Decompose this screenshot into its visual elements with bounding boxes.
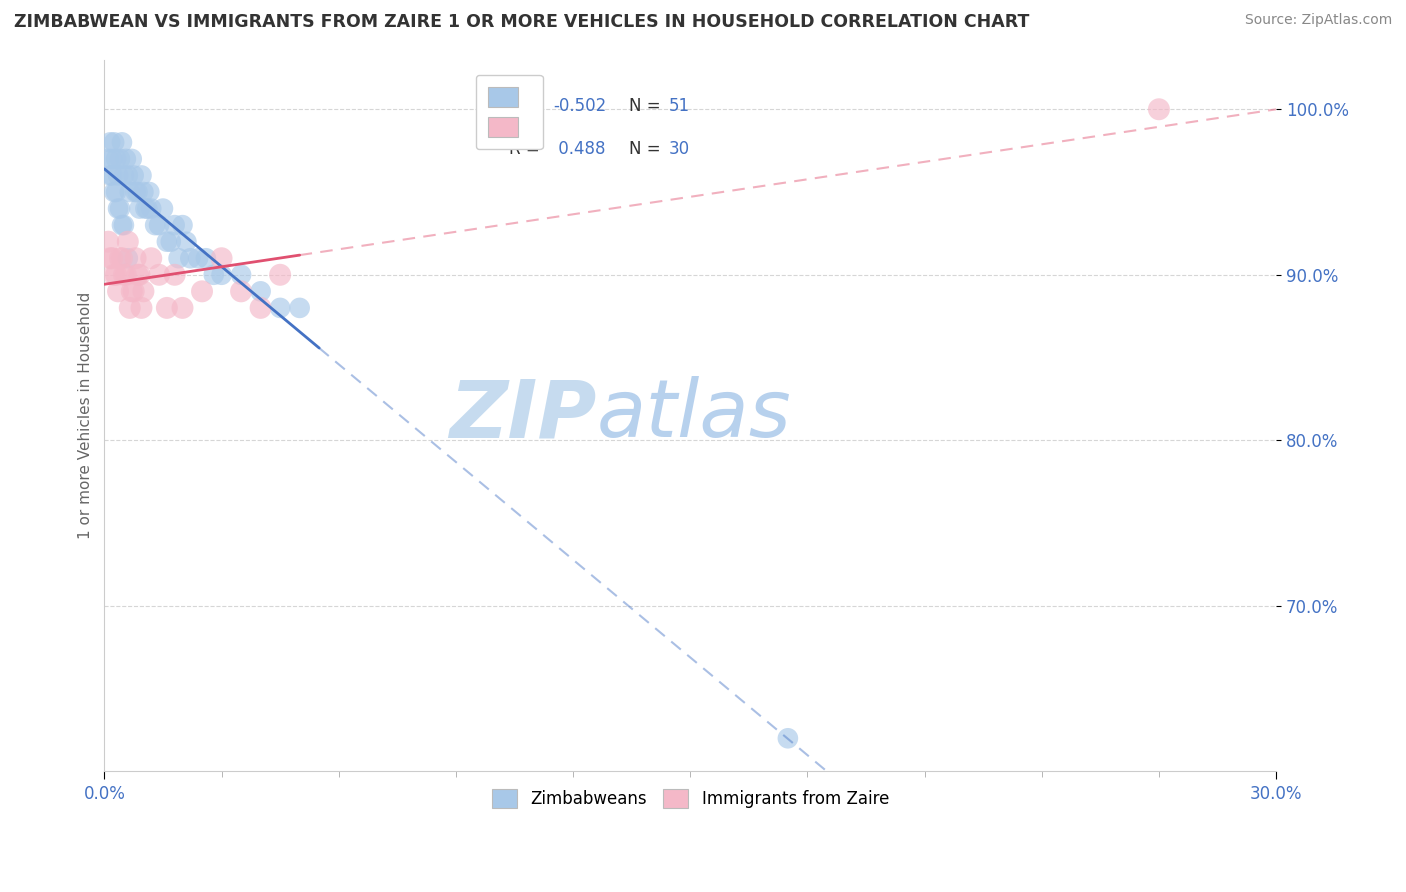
Legend: Zimbabweans, Immigrants from Zaire: Zimbabweans, Immigrants from Zaire (484, 781, 897, 816)
Point (163, 218, 186, 232)
Point (108, 152, 131, 166)
Point (163, 268, 186, 282)
Text: 0.488: 0.488 (553, 139, 606, 158)
Point (159, 235, 181, 249)
Point (141, 252, 163, 266)
Point (288, 301, 311, 315)
Point (105, 268, 128, 282)
Text: 51: 51 (669, 97, 690, 115)
Point (156, 235, 179, 249)
Text: R =: R = (509, 139, 544, 158)
Point (105, 152, 128, 166)
Point (97, 235, 120, 249)
Point (269, 268, 291, 282)
Point (167, 252, 190, 266)
Point (229, 285, 252, 299)
Point (143, 218, 166, 232)
Point (117, 235, 139, 249)
Point (105, 185, 128, 199)
Point (108, 252, 131, 266)
Point (249, 301, 271, 315)
Point (1147, 102, 1170, 116)
Point (111, 218, 134, 232)
Point (112, 268, 135, 282)
Text: -0.502: -0.502 (553, 97, 606, 115)
Point (202, 268, 225, 282)
Point (101, 152, 124, 166)
Point (111, 136, 134, 150)
Point (107, 285, 129, 299)
Point (111, 252, 134, 266)
Point (124, 252, 146, 266)
Point (103, 136, 125, 150)
Point (127, 185, 149, 199)
Point (98, 169, 121, 183)
Point (132, 285, 155, 299)
Text: ZIP: ZIP (449, 376, 596, 455)
Point (112, 169, 135, 183)
Point (179, 252, 201, 266)
Point (211, 268, 233, 282)
Point (776, 731, 799, 746)
Point (117, 252, 139, 266)
Point (128, 202, 150, 216)
Point (132, 185, 155, 199)
Point (115, 152, 138, 166)
Text: atlas: atlas (596, 376, 792, 455)
Point (98, 252, 121, 266)
Point (122, 285, 145, 299)
Point (156, 301, 179, 315)
Point (107, 169, 129, 183)
Point (141, 202, 163, 216)
Point (115, 268, 138, 282)
Point (108, 202, 131, 216)
Point (148, 268, 170, 282)
Point (148, 218, 170, 232)
Point (118, 301, 141, 315)
Point (122, 169, 145, 183)
Point (172, 218, 194, 232)
Point (211, 252, 233, 266)
Text: 30: 30 (669, 139, 690, 158)
Point (194, 252, 217, 266)
Point (131, 301, 153, 315)
Point (128, 268, 150, 282)
Text: N =: N = (630, 97, 666, 115)
Point (98, 136, 121, 150)
Point (103, 185, 125, 199)
Point (103, 268, 125, 282)
Point (176, 235, 198, 249)
Point (152, 202, 174, 216)
Point (229, 268, 252, 282)
Point (136, 202, 159, 216)
Text: R =: R = (509, 97, 544, 115)
Point (138, 185, 160, 199)
Text: N =: N = (630, 139, 666, 158)
Point (172, 301, 194, 315)
Point (187, 252, 209, 266)
Point (269, 301, 291, 315)
Point (127, 268, 149, 282)
Point (101, 252, 124, 266)
Point (121, 285, 143, 299)
Point (191, 285, 214, 299)
Y-axis label: 1 or more Vehicles in Household: 1 or more Vehicles in Household (79, 292, 93, 539)
Point (101, 169, 124, 183)
Point (97, 152, 120, 166)
Point (107, 202, 129, 216)
Text: Source: ZipAtlas.com: Source: ZipAtlas.com (1244, 13, 1392, 28)
Point (249, 285, 271, 299)
Point (134, 202, 156, 216)
Point (124, 185, 146, 199)
Text: ZIMBABWEAN VS IMMIGRANTS FROM ZAIRE 1 OR MORE VEHICLES IN HOUSEHOLD CORRELATION : ZIMBABWEAN VS IMMIGRANTS FROM ZAIRE 1 OR… (14, 13, 1029, 31)
Point (112, 218, 135, 232)
Point (117, 169, 139, 183)
Point (121, 152, 143, 166)
Point (118, 185, 141, 199)
Point (131, 169, 153, 183)
